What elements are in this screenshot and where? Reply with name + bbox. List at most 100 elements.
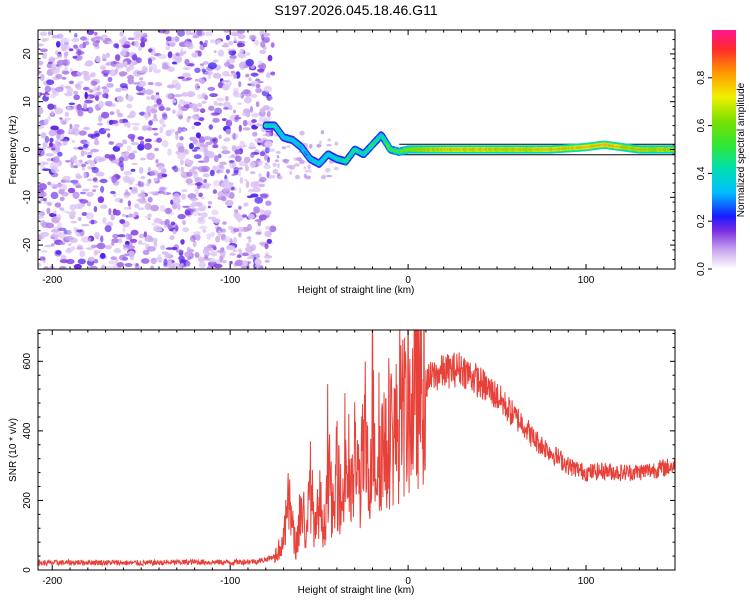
noise-speckle — [249, 34, 257, 41]
noise-speckle — [154, 82, 163, 87]
noise-speckle — [244, 96, 252, 104]
noise-speckle — [69, 123, 73, 129]
y-tick-label: 10 — [22, 96, 33, 108]
noise-speckle — [202, 61, 209, 65]
noise-speckle — [125, 215, 129, 218]
noise-speckle — [144, 203, 152, 210]
noise-speckle — [257, 80, 264, 84]
noise-speckle — [266, 106, 274, 112]
noise-speckle — [250, 93, 258, 99]
noise-speckle — [184, 210, 191, 216]
noise-speckle — [104, 225, 112, 233]
noise-speckle — [70, 220, 78, 224]
noise-speckle — [212, 59, 219, 63]
noise-speckle — [40, 132, 47, 139]
noise-speckle — [264, 140, 273, 148]
noise-speckle — [44, 37, 50, 42]
noise-speckle — [161, 140, 169, 148]
noise-speckle — [127, 74, 135, 81]
noise-speckle — [182, 150, 190, 155]
noise-speckle — [234, 149, 242, 155]
noise-speckle — [170, 221, 176, 226]
noise-speckle — [125, 233, 130, 240]
noise-speckle — [121, 152, 126, 158]
noise-speckle — [207, 205, 211, 209]
noise-speckle — [87, 237, 92, 243]
noise-speckle — [99, 178, 108, 184]
colorbar-tick-label: 0.2 — [696, 214, 707, 228]
noise-speckle — [104, 54, 109, 59]
noise-speckle — [138, 70, 147, 74]
noise-speckle — [237, 30, 245, 34]
noise-speckle — [82, 41, 87, 49]
noise-speckle — [182, 72, 191, 78]
noise-speckle — [122, 244, 130, 248]
noise-speckle — [77, 216, 82, 222]
noise-speckle — [243, 156, 251, 164]
noise-speckle — [230, 31, 240, 37]
noise-speckle — [167, 66, 175, 73]
noise-speckle — [129, 255, 134, 261]
noise-speckle — [140, 176, 146, 179]
noise-speckle — [198, 192, 204, 198]
noise-speckle — [47, 61, 53, 65]
noise-speckle — [173, 94, 183, 98]
noise-speckle — [149, 170, 159, 176]
noise-speckle — [89, 72, 96, 78]
noise-speckle — [141, 258, 150, 264]
noise-speckle — [267, 95, 273, 101]
noise-speckle — [119, 119, 123, 124]
noise-speckle — [176, 109, 184, 117]
noise-speckle — [129, 110, 136, 118]
noise-speckle — [76, 232, 81, 237]
noise-speckle — [208, 124, 213, 130]
noise-speckle — [81, 223, 90, 227]
noise-speckle — [50, 125, 59, 131]
noise-speckle — [199, 108, 206, 114]
noise-speckle — [153, 132, 159, 136]
noise-speckle — [104, 153, 111, 159]
noise-speckle — [57, 151, 63, 157]
noise-speckle — [111, 241, 115, 246]
noise-speckle — [207, 216, 217, 220]
noise-speckle — [169, 128, 176, 133]
noise-speckle — [243, 178, 248, 182]
noise-speckle — [169, 40, 176, 48]
noise-speckle — [266, 238, 272, 244]
noise-speckle — [60, 44, 67, 52]
noise-speckle — [115, 54, 121, 62]
noise-speckle — [229, 260, 233, 265]
noise-speckle — [265, 200, 272, 206]
noise-speckle — [100, 66, 107, 71]
noise-speckle — [138, 166, 144, 174]
noise-speckle — [186, 91, 196, 98]
noise-speckle — [74, 33, 78, 38]
noise-speckle — [316, 144, 322, 148]
noise-speckle — [250, 244, 257, 251]
noise-speckle — [334, 141, 339, 146]
noise-speckle — [73, 44, 78, 49]
noise-speckle — [265, 226, 272, 230]
noise-speckle — [172, 109, 176, 115]
noise-speckle — [127, 250, 135, 258]
noise-speckle — [189, 203, 196, 208]
noise-speckle — [77, 258, 86, 265]
noise-speckle — [84, 62, 93, 67]
noise-speckle — [181, 189, 188, 193]
noise-speckle — [116, 95, 124, 103]
noise-speckle — [246, 195, 254, 199]
noise-speckle — [77, 80, 84, 84]
noise-speckle — [186, 246, 191, 253]
noise-speckle — [242, 127, 251, 131]
noise-speckle — [150, 204, 160, 212]
colorbar-tick-label: 0.6 — [696, 118, 707, 132]
noise-region — [38, 30, 339, 269]
noise-speckle — [221, 80, 225, 84]
noise-speckle — [255, 101, 260, 108]
noise-speckle — [167, 262, 176, 269]
noise-speckle — [263, 85, 272, 93]
noise-speckle — [319, 140, 322, 145]
noise-speckle — [204, 70, 214, 76]
noise-speckle — [147, 178, 152, 184]
noise-speckle — [131, 150, 138, 154]
